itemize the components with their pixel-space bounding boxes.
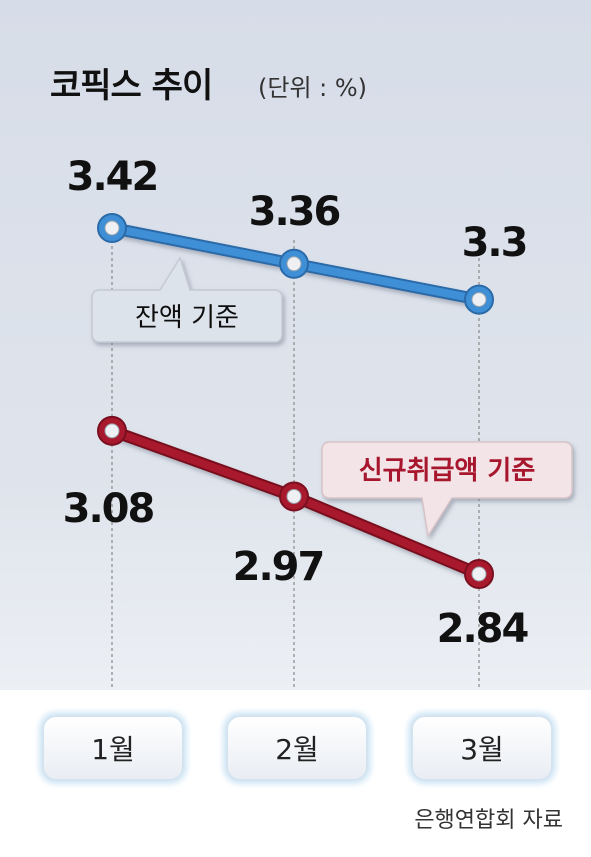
data-point	[97, 415, 127, 446]
data-point-inner	[286, 256, 302, 272]
data-label: 2.97	[233, 544, 324, 590]
x-tick-2: 2월	[226, 715, 368, 781]
data-point	[464, 559, 494, 589]
data-point-inner	[471, 292, 487, 308]
data-point-inner	[104, 220, 120, 236]
data-point-inner	[471, 566, 487, 582]
series-label-new: 신규취급액 기준	[359, 456, 536, 486]
data-point-inner	[104, 423, 120, 439]
unit-label: (단위 : %)	[258, 74, 368, 102]
data-label: 3.36	[249, 189, 340, 235]
data-label: 3.3	[462, 220, 527, 266]
callout-bubble	[91, 256, 283, 343]
data-label: 3.08	[63, 486, 154, 532]
series-callout-balance: 잔액 기준	[91, 256, 283, 343]
data-label: 2.84	[437, 606, 528, 652]
x-tick-label: 3월	[460, 733, 504, 766]
x-tick-label: 1월	[91, 733, 135, 766]
x-tick-3: 3월	[411, 715, 553, 781]
data-label: 3.42	[67, 154, 158, 200]
source-note: 은행연합회 자료	[414, 808, 563, 833]
callout-bubble	[321, 441, 573, 539]
data-point-inner	[286, 488, 302, 504]
x-tick-label: 2월	[275, 733, 319, 766]
data-point	[279, 481, 309, 512]
data-point	[464, 284, 494, 315]
data-point	[279, 248, 309, 279]
chart-title: 코픽스 추이	[50, 66, 213, 106]
data-point	[97, 213, 127, 243]
series-label-balance: 잔액 기준	[135, 303, 239, 333]
series-callout-new: 신규취급액 기준	[321, 441, 573, 539]
x-tick-1: 1월	[42, 715, 184, 781]
